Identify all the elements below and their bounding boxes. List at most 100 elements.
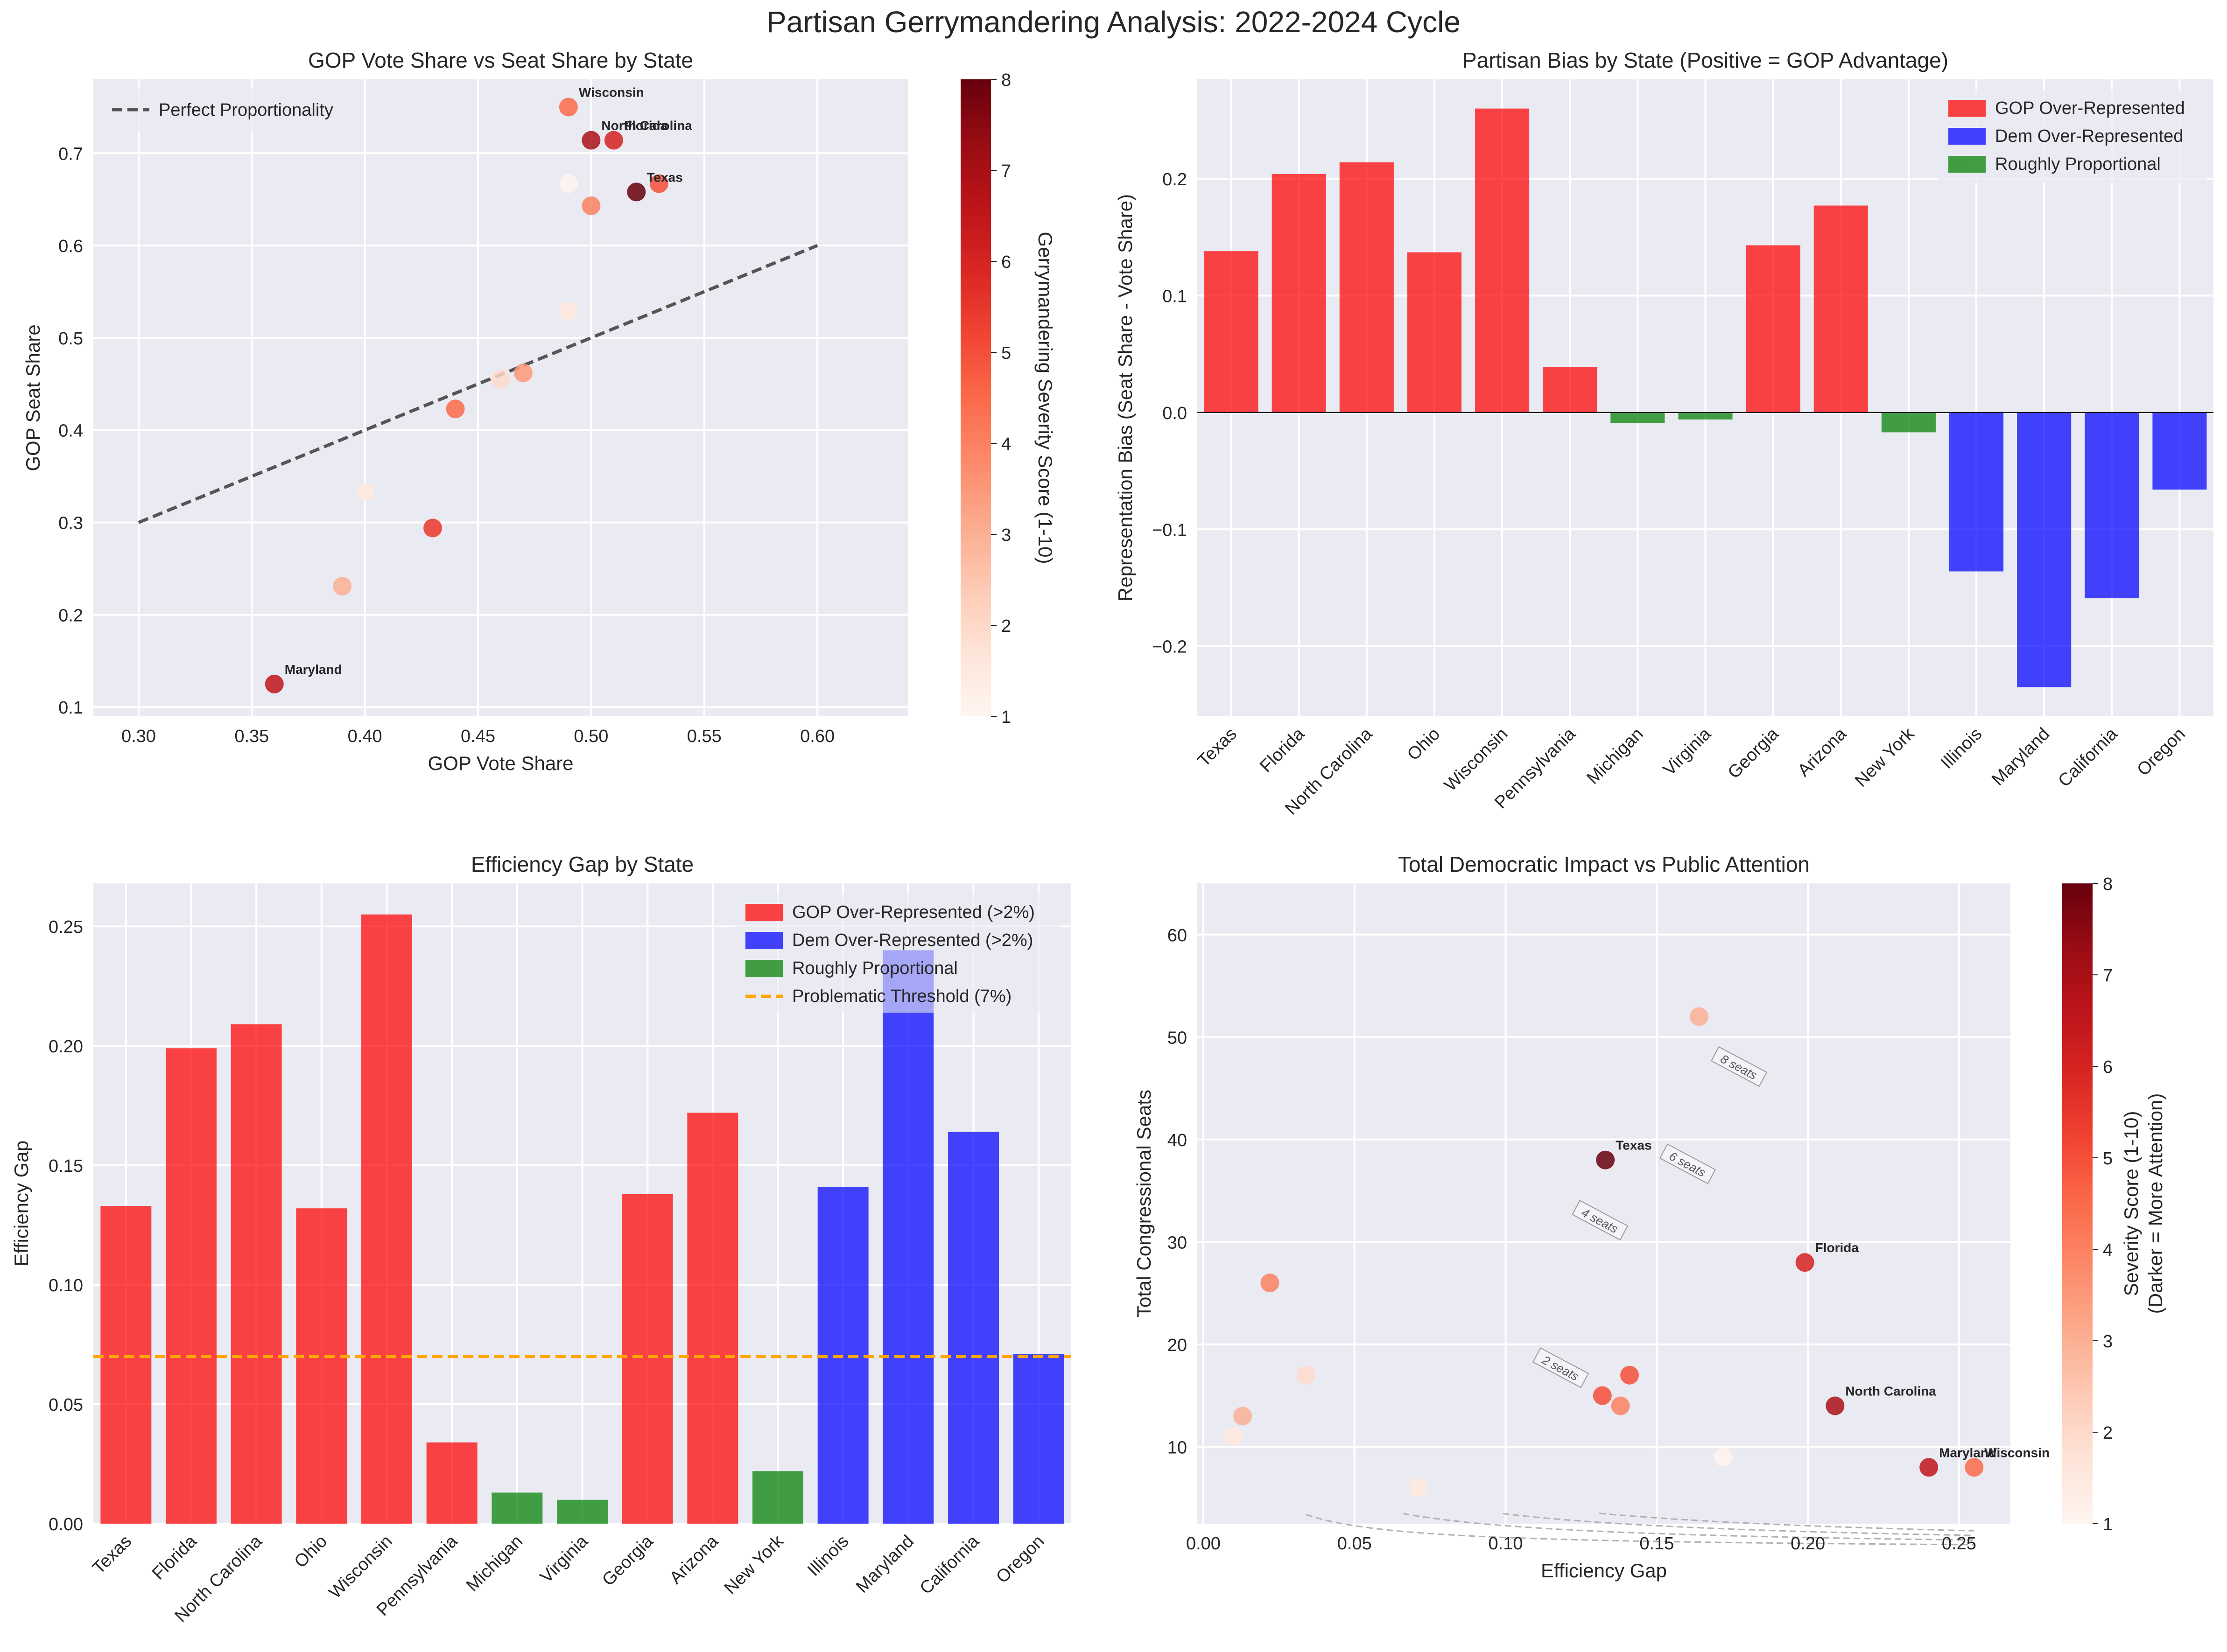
p3-ytick-label: 0.10 [49, 1276, 83, 1295]
p3-bar-arizona [687, 1113, 738, 1524]
p4-colorbar-tick-label: 5 [2103, 1149, 2113, 1169]
p2-xtick-label: Florida [1256, 724, 1308, 776]
p1-point-oregon [559, 301, 578, 321]
p2-xtick-label: Illinois [1937, 724, 1986, 773]
p1-point-texas [627, 182, 646, 202]
p4-point-pennsylvania [1297, 1365, 1316, 1385]
p4-ytick-label: 40 [1167, 1131, 1187, 1150]
p2-bar-ohio [1407, 252, 1462, 413]
p4-point-california [1689, 1007, 1708, 1026]
p1-layer [93, 79, 908, 716]
p3-bar-michigan [492, 1492, 543, 1524]
p4-xtick-label: 0.20 [1791, 1534, 1825, 1554]
p4-point-arizona [1714, 1448, 1733, 1467]
p4-title: Total Democratic Impact vs Public Attent… [1398, 852, 1810, 876]
p1-point-ohio [649, 174, 668, 193]
p1-xtick-label: 0.35 [234, 727, 269, 746]
p2-ytick-label: 0.0 [1162, 404, 1187, 423]
p1-colorbar-tick-label: 7 [1001, 161, 1011, 181]
p2-ytick-label: −0.1 [1152, 520, 1187, 540]
p2-bar-florida [1272, 174, 1326, 413]
p3-ytick-label: 0.15 [49, 1156, 83, 1176]
p2-xtick-label: California [2054, 724, 2122, 791]
p3-legend-swatch [745, 932, 783, 949]
p3-bar-florida [166, 1048, 217, 1524]
p1-point-arizona [559, 174, 578, 193]
p1-ytick-label: 0.6 [58, 237, 83, 256]
p4-colorbar-tick-label: 4 [2103, 1240, 2113, 1260]
p4-xlabel: Efficiency Gap [1541, 1560, 1667, 1582]
p1-ytick-label: 0.7 [58, 144, 83, 164]
p1-ytick-label: 0.1 [58, 698, 83, 718]
p4-ytick-label: 10 [1167, 1438, 1187, 1457]
p4-colorbar-tick-label: 7 [2103, 966, 2113, 986]
p2-legend-swatch [1948, 156, 1986, 173]
p1-xtick-label: 0.45 [461, 727, 495, 746]
p2-ytick-label: 0.2 [1162, 170, 1187, 189]
p3-bar-georgia [622, 1194, 673, 1524]
p4-ytick-label: 50 [1167, 1028, 1187, 1048]
p3-ylabel: Efficiency Gap [10, 1141, 32, 1267]
p1-xtick-label: 0.40 [348, 727, 382, 746]
p3-xtick-label: Georgia [598, 1531, 657, 1590]
p2-bar-illinois [1949, 412, 2004, 572]
p4-ytick-label: 20 [1167, 1336, 1187, 1355]
p3-xtick-label: Arizona [666, 1531, 722, 1588]
p4-point-maryland [1919, 1458, 1939, 1477]
p1-ytick-label: 0.4 [58, 421, 83, 441]
p2-legend-label: GOP Over-Represented [1995, 98, 2185, 118]
p3-ytick-label: 0.20 [49, 1037, 83, 1057]
p2-bar-new-york [1881, 412, 1936, 433]
p4-ytick-label: 30 [1167, 1233, 1187, 1253]
p2-bar-california [2085, 412, 2139, 599]
p3-xtick-label: Michigan [463, 1532, 527, 1596]
p2-bar-georgia [1746, 245, 1800, 413]
p3-ytick-label: 0.05 [49, 1395, 83, 1415]
p3-bar-maryland [883, 950, 934, 1524]
p3-ytick-label: 0.25 [49, 917, 83, 937]
p1-point-michigan [491, 370, 510, 389]
p3-bar-wisconsin [361, 914, 412, 1524]
p3-bar-texas [100, 1206, 152, 1524]
p3-xtick-label: Florida [148, 1531, 201, 1583]
p4-colorbar-tick-label: 6 [2103, 1057, 2113, 1077]
p4-contour-line [1599, 1512, 1974, 1532]
p4-contour-line [1403, 1512, 1974, 1541]
p1-point-california [333, 577, 352, 596]
p1-ytick-label: 0.2 [58, 606, 83, 625]
p4-xtick-label: 0.15 [1639, 1534, 1674, 1554]
p4-point-north-carolina [1826, 1396, 1845, 1415]
p4-contour-label-box [1659, 1143, 1716, 1184]
p3-xtick-label: Ohio [291, 1532, 331, 1572]
p2-legend-swatch [1948, 100, 1986, 117]
p4-colorbar-tick-label: 2 [2103, 1423, 2113, 1443]
p2-xtick-label: Virginia [1659, 724, 1715, 779]
p1-ytick-label: 0.5 [58, 329, 83, 349]
p4-contour-label-box [1572, 1200, 1629, 1241]
p4-layer [1197, 883, 2010, 1546]
p4-colorbar-label: Severity Score (1-10) [2120, 1111, 2142, 1296]
p1-colorbar-tick-label: 3 [1001, 525, 1011, 545]
p4-point-texas [1596, 1150, 1615, 1169]
p4-point-michigan [1233, 1407, 1252, 1426]
p1-ylabel: GOP Seat Share [22, 324, 44, 471]
p4-point-wisconsin [1965, 1458, 1984, 1477]
p1-point-north-carolina [582, 131, 601, 150]
p4-contour-line [1306, 1514, 1974, 1546]
p2-bar-pennsylvania [1543, 367, 1597, 413]
p3-bar-new-york [752, 1471, 803, 1524]
p1-point-new-york [446, 399, 465, 419]
p4-colorbar-tick-label: 8 [2103, 875, 2113, 894]
p2-ytick-label: 0.1 [1162, 287, 1187, 306]
p1-point-georgia [582, 196, 601, 216]
p2-xtick-label: Michigan [1583, 724, 1647, 788]
p3-xtick-label: Oregon [992, 1532, 1048, 1587]
p4-point-florida [1795, 1253, 1814, 1272]
p2-xtick-label: Arizona [1794, 724, 1850, 780]
p4-point-oregon [1408, 1478, 1427, 1498]
p2-xtick-label: New York [1851, 724, 1918, 791]
p2-layer [1197, 79, 2213, 716]
p1-xtick-label: 0.55 [687, 727, 722, 746]
p1-colorbar-tick-label: 8 [1001, 70, 1011, 90]
p2-bar-wisconsin [1475, 108, 1530, 413]
